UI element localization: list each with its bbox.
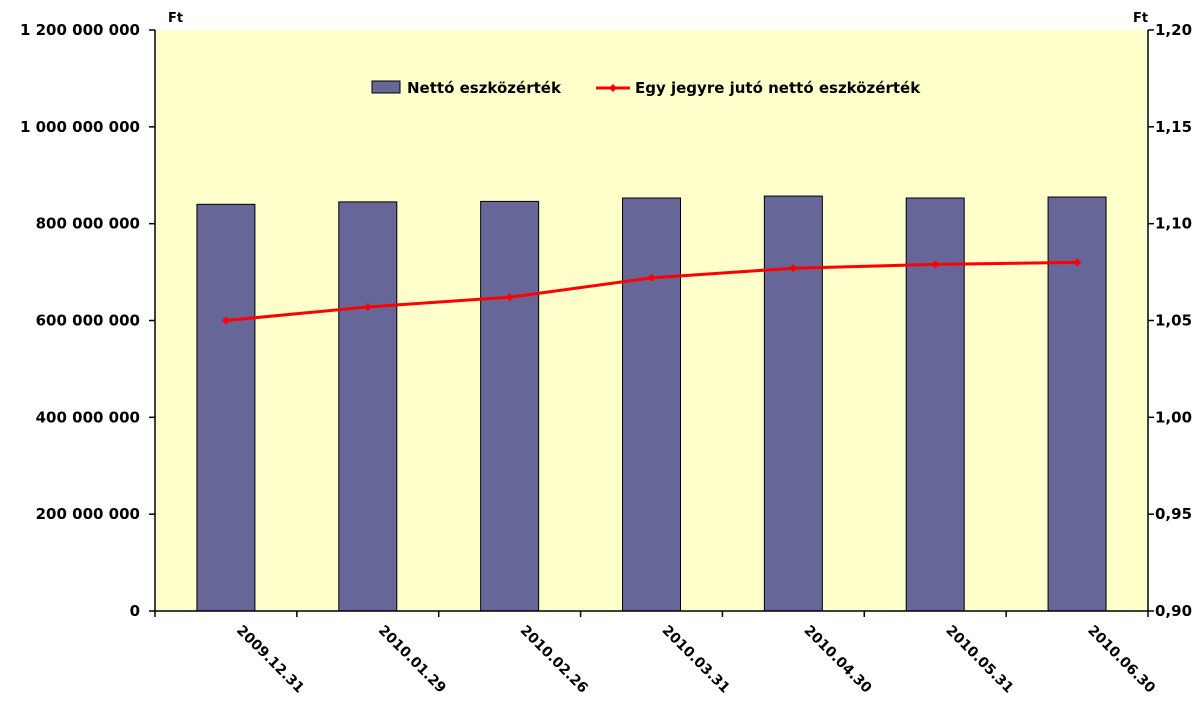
- left-tick-label: 0: [130, 602, 140, 620]
- left-tick-label: 200 000 000: [36, 505, 140, 523]
- legend: Nettó eszközérték Egy jegyre jutó nettó …: [371, 79, 921, 97]
- legend-swatch-marker: [609, 84, 617, 92]
- legend-swatch-bar: [371, 80, 401, 94]
- bar-2009.12.31: [196, 203, 256, 612]
- left-tick-label: 600 000 000: [36, 312, 140, 330]
- x-tick-label: 2010.06.30: [1084, 623, 1158, 697]
- x-tick-label: 2010.04.30: [801, 623, 875, 697]
- x-tick-label: 2010.01.29: [375, 623, 449, 697]
- right-tick-label: 1,05: [1155, 312, 1192, 330]
- bar-2010.05.31: [905, 197, 965, 612]
- right-tick-label: 1,10: [1155, 215, 1192, 233]
- point-2010.01.29: [363, 302, 372, 311]
- right-tick-label: 0,95: [1155, 505, 1192, 523]
- x-tick-label: 2010.05.31: [942, 623, 1016, 697]
- point-2009.12.31: [221, 316, 230, 325]
- left-axis-unit: Ft: [168, 11, 183, 26]
- right-tick-label: 1,00: [1155, 408, 1192, 426]
- right-tick-label: 1,20: [1155, 21, 1192, 39]
- legend-label-bar: Nettó eszközérték: [407, 79, 562, 97]
- left-tick-label: 800 000 000: [36, 215, 140, 233]
- line-series-group: [221, 258, 1082, 325]
- x-tick-label: 2010.02.26: [517, 623, 591, 697]
- right-axis-unit: Ft: [1133, 11, 1148, 26]
- bar-2010.02.26: [480, 200, 540, 612]
- bar-2010.04.30: [763, 195, 823, 612]
- point-2010.06.30: [1073, 258, 1082, 267]
- right-tick-label: 0,90: [1155, 602, 1192, 620]
- bars-group: [196, 195, 1107, 612]
- point-2010.03.31: [647, 273, 656, 282]
- point-2010.02.26: [505, 293, 514, 302]
- left-tick-label: 1 200 000 000: [20, 21, 140, 39]
- right-tick-label: 1,15: [1155, 118, 1192, 136]
- point-2010.04.30: [789, 264, 798, 273]
- legend-label-line: Egy jegyre jutó nettó eszközérték: [635, 79, 921, 97]
- x-tick-label: 2009.12.31: [233, 623, 307, 697]
- bar-2010.03.31: [622, 197, 681, 612]
- x-tick-label: 2010.03.31: [659, 623, 733, 697]
- left-tick-label: 1 000 000 000: [20, 118, 140, 136]
- left-tick-label: 400 000 000: [36, 408, 140, 426]
- point-2010.05.31: [931, 260, 940, 269]
- bar-2010.01.29: [338, 201, 398, 612]
